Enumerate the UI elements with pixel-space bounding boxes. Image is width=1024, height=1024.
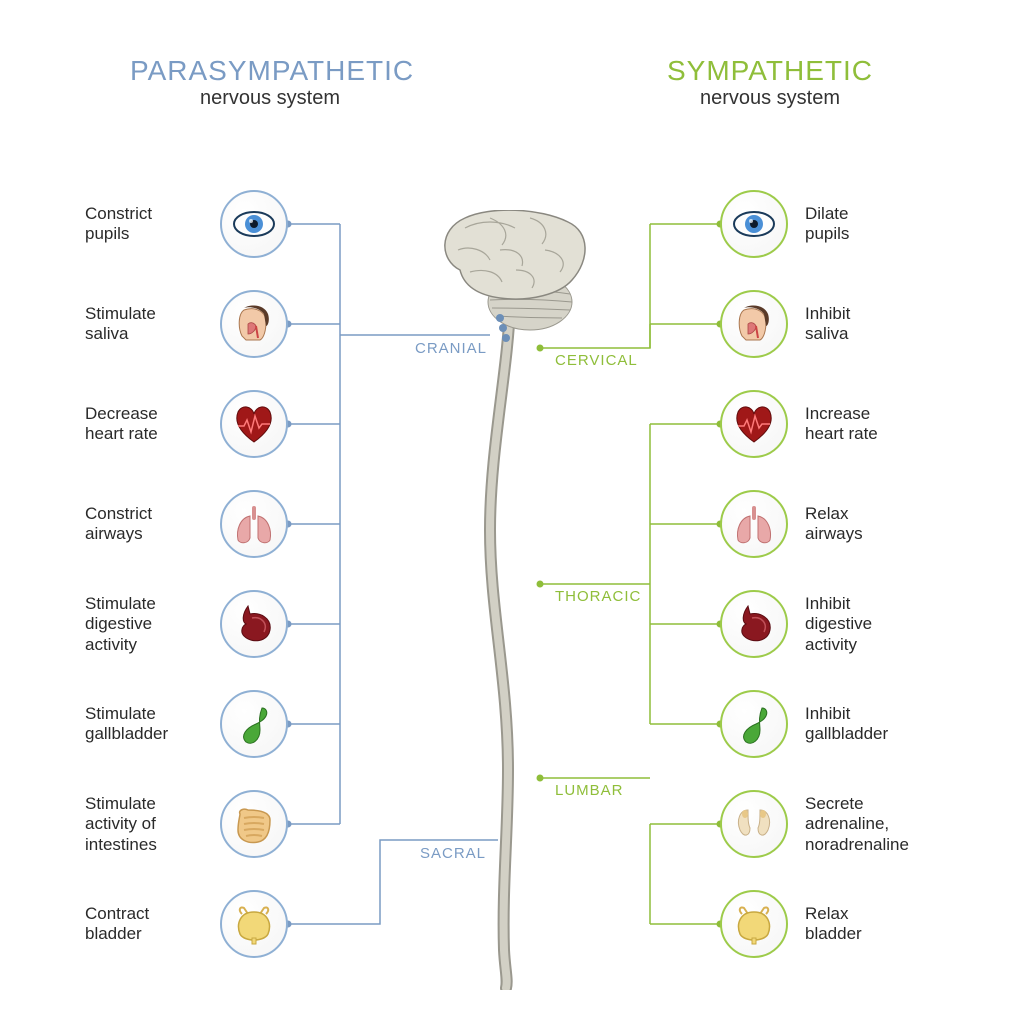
region-cranial: CRANIAL [415, 340, 487, 357]
left-circle-gallbladder [220, 690, 288, 758]
left-label-4: Stimulatedigestiveactivity [85, 594, 215, 655]
parasympathetic-title: PARASYMPATHETIC nervous system [130, 55, 410, 110]
right-label-4: Inhibitdigestiveactivity [805, 594, 935, 655]
right-circle-lungs [720, 490, 788, 558]
left-label-3: Constrictairways [85, 504, 215, 545]
left-circle-lungs [220, 490, 288, 558]
right-circle-heart [720, 390, 788, 458]
left-circle-bladder [220, 890, 288, 958]
left-circle-intestines [220, 790, 288, 858]
right-circle-eye [720, 190, 788, 258]
right-label-2: Increaseheart rate [805, 404, 935, 445]
sympathetic-title: SYMPATHETIC nervous system [640, 55, 900, 110]
sympathetic-title-main: SYMPATHETIC [640, 55, 900, 87]
left-label-0: Constrictpupils [85, 204, 215, 245]
right-circle-bladder [720, 890, 788, 958]
left-circle-stomach [220, 590, 288, 658]
right-circle-stomach [720, 590, 788, 658]
parasympathetic-title-sub: nervous system [130, 87, 410, 110]
region-sacral: SACRAL [420, 845, 486, 862]
right-circle-head [720, 290, 788, 358]
left-label-7: Contractbladder [85, 904, 215, 945]
region-lumbar: LUMBAR [555, 782, 624, 799]
left-circle-eye [220, 190, 288, 258]
left-circle-heart [220, 390, 288, 458]
left-circle-head [220, 290, 288, 358]
left-label-6: Stimulateactivity ofintestines [85, 794, 215, 855]
right-label-6: Secreteadrenaline,noradrenaline [805, 794, 935, 855]
right-circle-gallbladder [720, 690, 788, 758]
right-label-3: Relaxairways [805, 504, 935, 545]
left-label-2: Decreaseheart rate [85, 404, 215, 445]
right-label-5: Inhibitgallbladder [805, 704, 935, 745]
right-label-7: Relaxbladder [805, 904, 935, 945]
right-label-0: Dilatepupils [805, 204, 935, 245]
sympathetic-title-sub: nervous system [640, 87, 900, 110]
right-circle-kidneys [720, 790, 788, 858]
right-label-1: Inhibitsaliva [805, 304, 935, 345]
left-label-5: Stimulategallbladder [85, 704, 215, 745]
left-label-1: Stimulatesaliva [85, 304, 215, 345]
region-thoracic: THORACIC [555, 588, 641, 605]
region-cervical: CERVICAL [555, 352, 638, 369]
parasympathetic-title-main: PARASYMPATHETIC [130, 55, 410, 87]
